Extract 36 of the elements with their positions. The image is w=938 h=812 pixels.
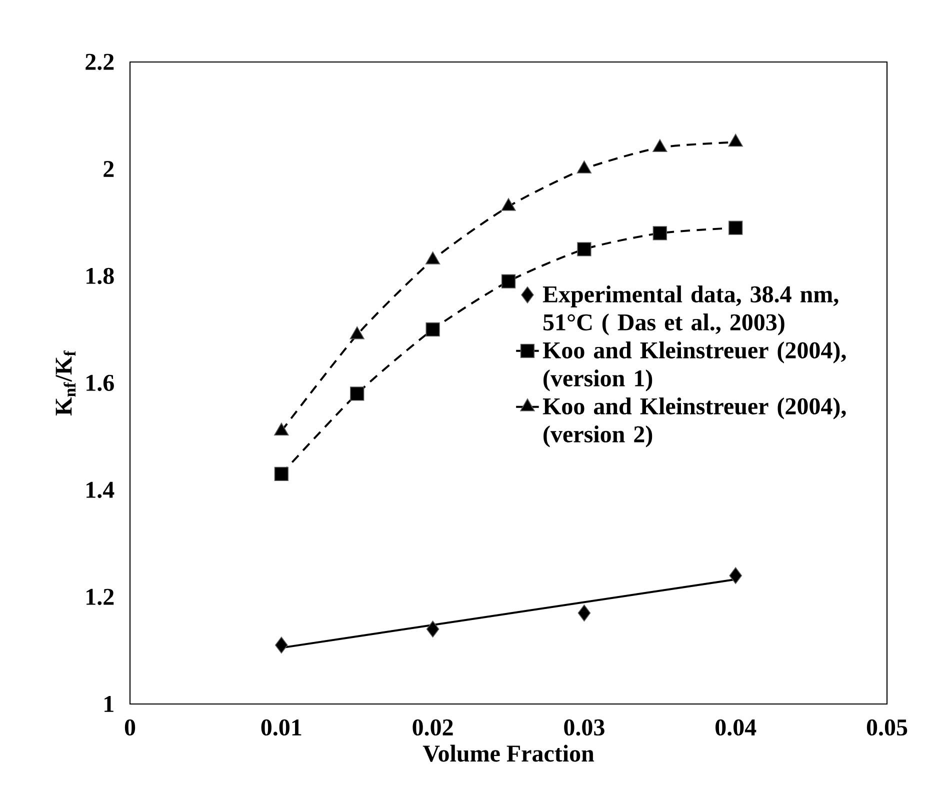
- y-tick-label: 1: [104, 696, 114, 712]
- x-tick-label: 0: [124, 719, 136, 736]
- point: [350, 386, 364, 401]
- y-tick-label: 2: [104, 161, 114, 177]
- point: [425, 252, 440, 264]
- x-tick-label: 0.01: [261, 719, 302, 736]
- point: [652, 226, 667, 240]
- point: [578, 604, 591, 622]
- point: [274, 422, 289, 436]
- x-tick-label: 0.04: [716, 719, 756, 736]
- y-tick-label: 1.2: [86, 588, 114, 606]
- point: [728, 220, 743, 235]
- y-tick-label: 1.8: [86, 268, 114, 284]
- y-tick-label: 1.4: [86, 482, 114, 498]
- point: [426, 620, 440, 638]
- point: [426, 322, 440, 337]
- legend-label: Koo and Kleinstreuer (2004), (version 2): [542, 398, 846, 448]
- point: [729, 567, 742, 584]
- point: [275, 636, 288, 654]
- point: [501, 198, 516, 211]
- point: [576, 160, 592, 174]
- legend-label: Experimental data, 38.4 nm, 51°C ( Das et al., 2003): [542, 286, 838, 336]
- legend-label: Koo and Kleinstreuer (2004), (version 1): [542, 342, 846, 392]
- point: [501, 274, 516, 288]
- y-axis-title: K$_{nf}$/K$_{f}$: [56, 350, 76, 416]
- x-tick-label: 0.03: [564, 719, 604, 736]
- y-tick-label: 1.6: [86, 374, 114, 392]
- x-axis-title: Volume Fraction: [422, 744, 594, 762]
- x-tick-label: 0.05: [866, 719, 908, 736]
- point: [652, 139, 668, 152]
- point: [350, 326, 364, 340]
- y-tick-label: 2.2: [86, 54, 114, 70]
- point: [728, 134, 743, 147]
- x-tick-label: 0.02: [412, 719, 453, 736]
- point: [274, 466, 288, 482]
- point: [577, 242, 592, 256]
